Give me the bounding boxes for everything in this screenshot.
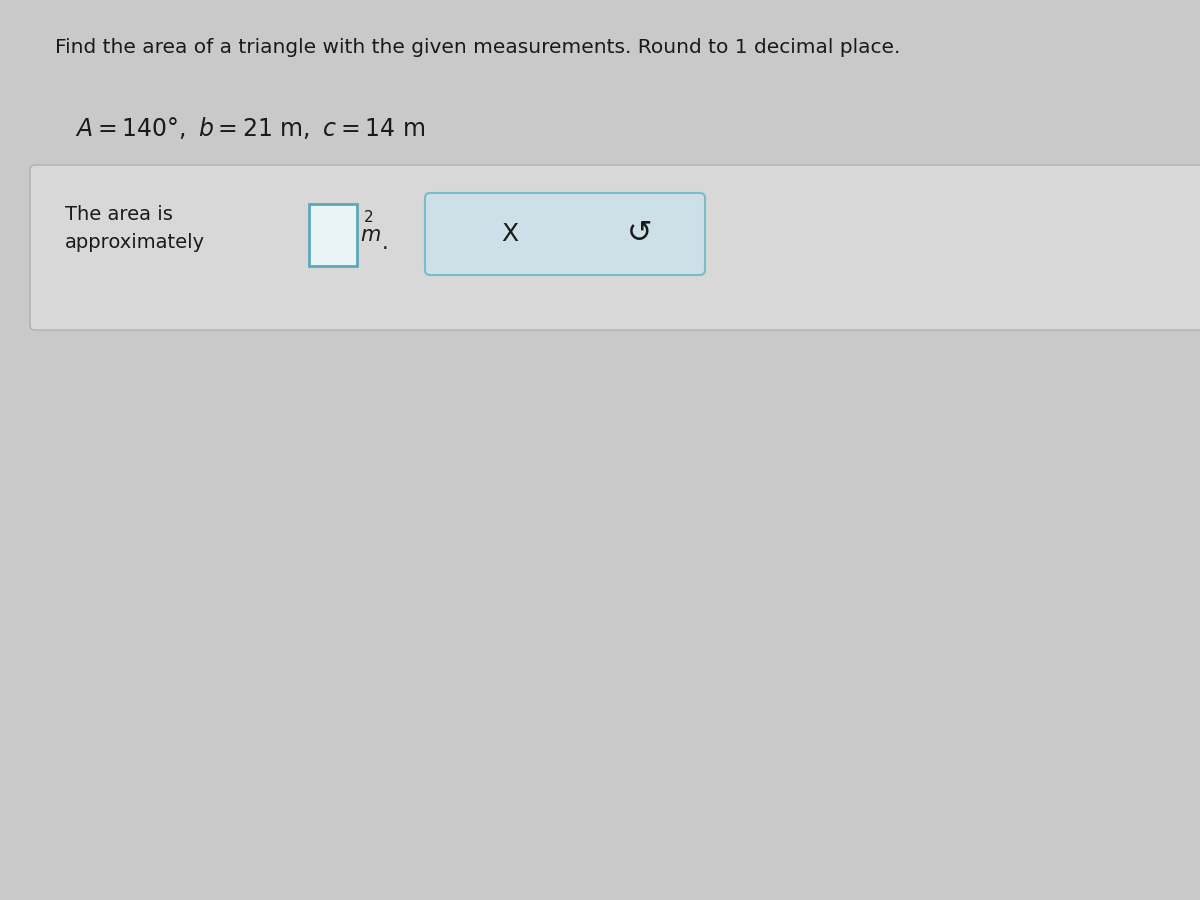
Text: m: m [360,225,380,245]
Text: $\mathit{A}$$=$$140°$$,\ \mathit{b}$$=$$21\ \mathrm{m},\ \mathit{c}$$=$$14\ \mat: $\mathit{A}$$=$$140°$$,\ \mathit{b}$$=$$… [74,115,425,141]
Text: .: . [382,233,389,253]
Text: Find the area of a triangle with the given measurements. Round to 1 decimal plac: Find the area of a triangle with the giv… [55,38,900,57]
Text: The area is
approximately: The area is approximately [65,204,205,251]
Text: X: X [502,222,518,246]
FancyBboxPatch shape [310,204,358,266]
Text: ↺: ↺ [628,220,653,248]
Text: 2: 2 [364,210,373,225]
FancyBboxPatch shape [30,165,1200,330]
FancyBboxPatch shape [425,193,706,275]
